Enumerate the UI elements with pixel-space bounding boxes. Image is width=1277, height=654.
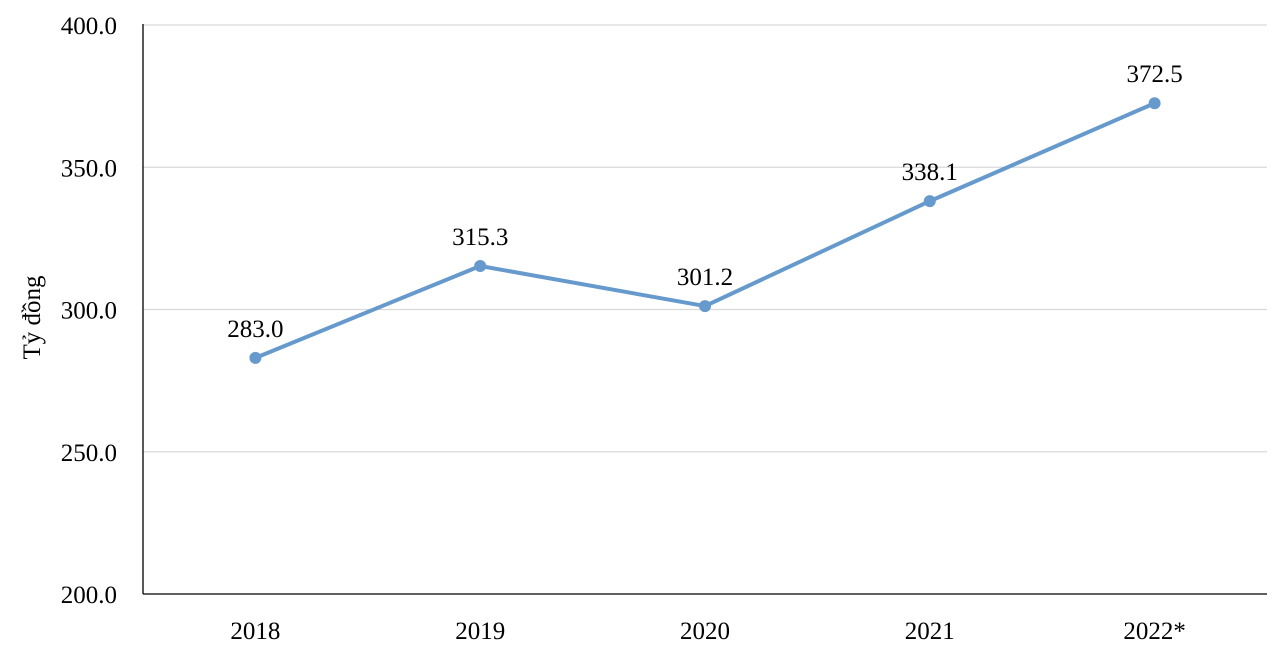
x-tick-label: 2018 xyxy=(230,618,280,645)
x-tick-label: 2020 xyxy=(680,618,730,645)
y-tick-label: 200.0 xyxy=(61,582,117,609)
data-label: 338.1 xyxy=(902,159,958,186)
axes xyxy=(142,24,1267,595)
series-markers xyxy=(249,97,1161,364)
gridlines xyxy=(143,24,1267,453)
x-tick-labels: 2018 2019 2020 2021 2022* xyxy=(230,618,1185,645)
data-point xyxy=(249,351,262,364)
data-point xyxy=(1148,97,1161,110)
data-point xyxy=(923,195,936,208)
y-tick-label: 400.0 xyxy=(61,13,117,40)
y-tick-label: 350.0 xyxy=(61,155,117,182)
y-axis-title: Tỷ đồng xyxy=(19,275,46,360)
series-line xyxy=(253,101,1157,360)
x-tick-label: 2019 xyxy=(455,618,505,645)
data-label: 283.0 xyxy=(227,316,283,343)
data-label: 315.3 xyxy=(452,224,508,251)
y-tick-labels: 200.0 250.0 300.0 350.0 400.0 xyxy=(61,13,117,609)
x-tick-label: 2022* xyxy=(1123,618,1186,645)
y-tick-label: 250.0 xyxy=(61,440,117,467)
data-label: 301.2 xyxy=(677,264,733,291)
data-point xyxy=(474,259,487,272)
data-label: 372.5 xyxy=(1126,61,1182,88)
series-line xyxy=(253,101,1157,360)
x-tick-label: 2021 xyxy=(905,618,955,645)
y-tick-label: 300.0 xyxy=(61,298,117,325)
data-point xyxy=(699,300,711,313)
data-labels: 283.0 315.3 301.2 338.1 372.5 xyxy=(227,61,1182,343)
